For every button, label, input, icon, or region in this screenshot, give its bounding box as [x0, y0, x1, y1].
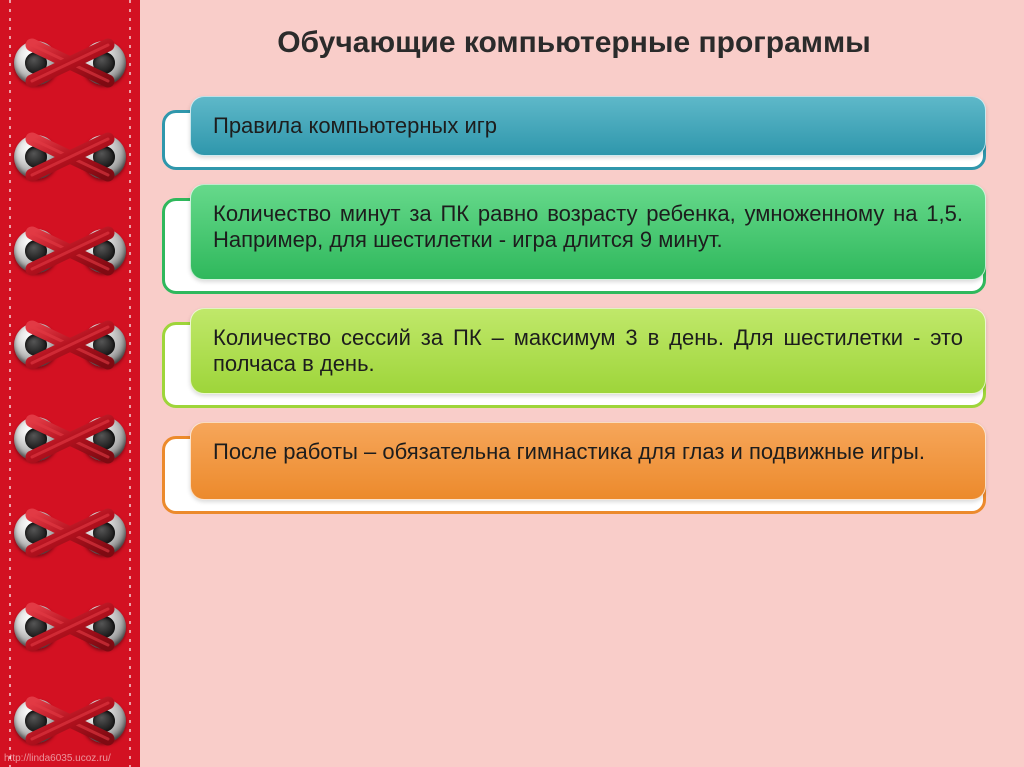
card-text: Количество минут за ПК равно возрасту ре…	[213, 201, 963, 253]
slide: Обучающие компьютерные программы Правила…	[0, 0, 1024, 767]
eyelet-icon	[82, 323, 126, 367]
page-title: Обучающие компьютерные программы	[201, 24, 946, 62]
eyelet-icon	[82, 135, 126, 179]
eyelet-row	[0, 394, 140, 484]
card-list: Правила компьютерных игр Количество минут…	[160, 96, 988, 500]
eyelet-row	[0, 300, 140, 390]
footer-url: http://linda6035.ucoz.ru/	[4, 753, 111, 764]
card-text: Количество сессий за ПК – максимум 3 в д…	[213, 325, 963, 377]
eyelet-icon	[14, 699, 58, 743]
card-front: Количество сессий за ПК – максимум 3 в д…	[190, 308, 986, 394]
eyelet-row	[0, 206, 140, 296]
card-front: Правила компьютерных игр	[190, 96, 986, 156]
card-front: Количество минут за ПК равно возрасту ре…	[190, 184, 986, 280]
binding-strip	[0, 0, 140, 767]
eyelet-icon	[14, 41, 58, 85]
eyelet-icon	[82, 417, 126, 461]
info-card: Количество сессий за ПК – максимум 3 в д…	[162, 308, 986, 394]
eyelet-icon	[14, 135, 58, 179]
content-area: Обучающие компьютерные программы Правила…	[140, 0, 1024, 767]
eyelet-row	[0, 18, 140, 108]
card-front: После работы – обязательна гимнастика дл…	[190, 422, 986, 500]
eyelet-row	[0, 488, 140, 578]
card-text: Правила компьютерных игр	[213, 113, 963, 139]
eyelet-icon	[82, 699, 126, 743]
info-card: Количество минут за ПК равно возрасту ре…	[162, 184, 986, 280]
eyelet-row	[0, 112, 140, 202]
eyelet-icon	[82, 511, 126, 555]
card-text: После работы – обязательна гимнастика дл…	[213, 439, 963, 465]
eyelet-icon	[14, 323, 58, 367]
eyelet-icon	[14, 229, 58, 273]
eyelet-row	[0, 582, 140, 672]
eyelet-icon	[82, 229, 126, 273]
eyelet-icon	[14, 417, 58, 461]
eyelet-icon	[82, 41, 126, 85]
info-card: После работы – обязательна гимнастика дл…	[162, 422, 986, 500]
eyelet-icon	[82, 605, 126, 649]
info-card: Правила компьютерных игр	[162, 96, 986, 156]
eyelet-icon	[14, 605, 58, 649]
eyelet-icon	[14, 511, 58, 555]
